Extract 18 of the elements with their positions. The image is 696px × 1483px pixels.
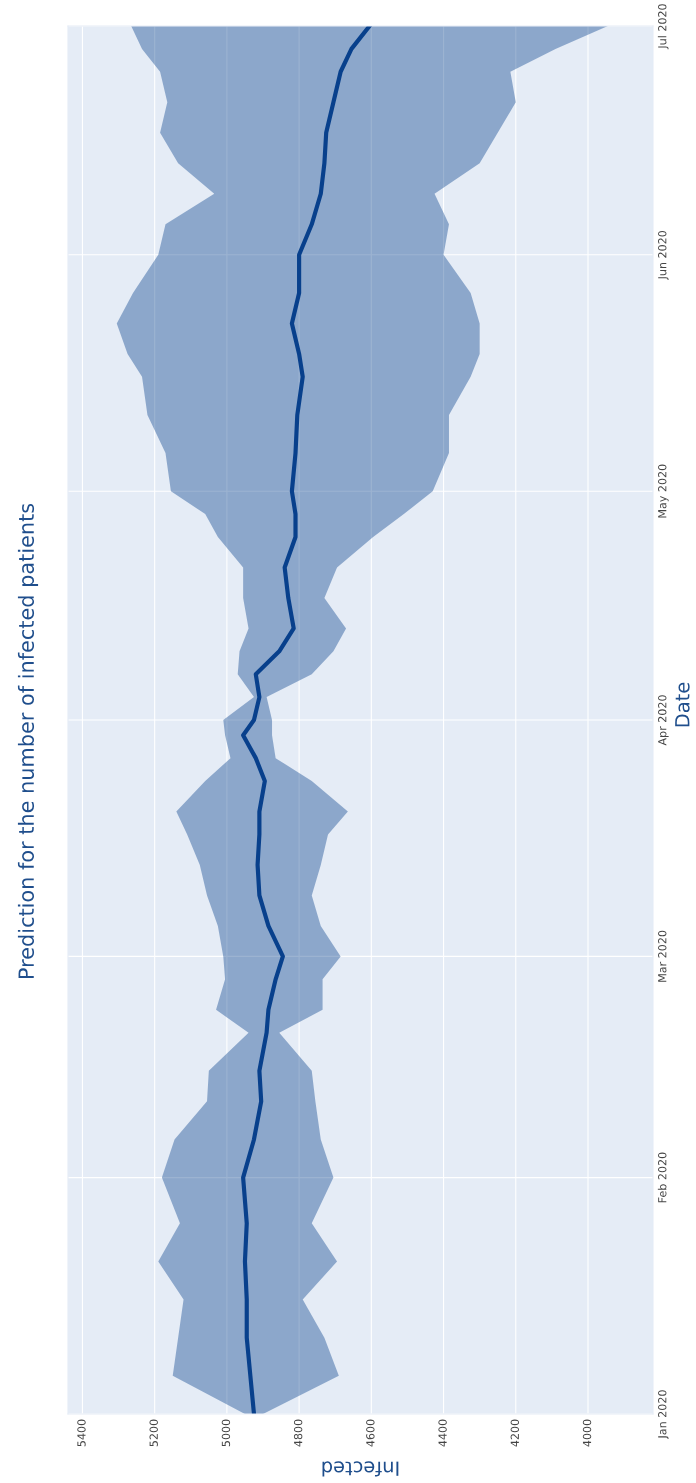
- x-tick-label: 4200: [510, 1419, 519, 1447]
- y-tick-label: May 2020: [658, 464, 669, 518]
- x-tick-label: 4600: [366, 1419, 375, 1447]
- y-axis-title: Date: [675, 682, 690, 727]
- x-tick-label: 4000: [582, 1419, 592, 1447]
- y-tick-label: Apr 2020: [658, 695, 669, 746]
- y-tick-label: Jan 2020: [658, 1390, 669, 1440]
- x-axis-title: Infected: [322, 1461, 399, 1477]
- y-tick-label: Mar 2020: [658, 930, 667, 982]
- x-tick-label: 5000: [221, 1419, 231, 1447]
- x-tick-label: 4800: [293, 1419, 303, 1447]
- text: Prediction for the number of infected patients: [17, 503, 39, 979]
- x-tick-label: 4400: [438, 1419, 447, 1447]
- y-tick-label: Feb 2020: [657, 1152, 667, 1203]
- y-tick-label: Jun 2020: [658, 230, 669, 280]
- x-tick-label: 5400: [77, 1419, 86, 1447]
- x-tick-label: 5200: [149, 1419, 158, 1447]
- y-tick-label: Jul 2020: [657, 4, 669, 50]
